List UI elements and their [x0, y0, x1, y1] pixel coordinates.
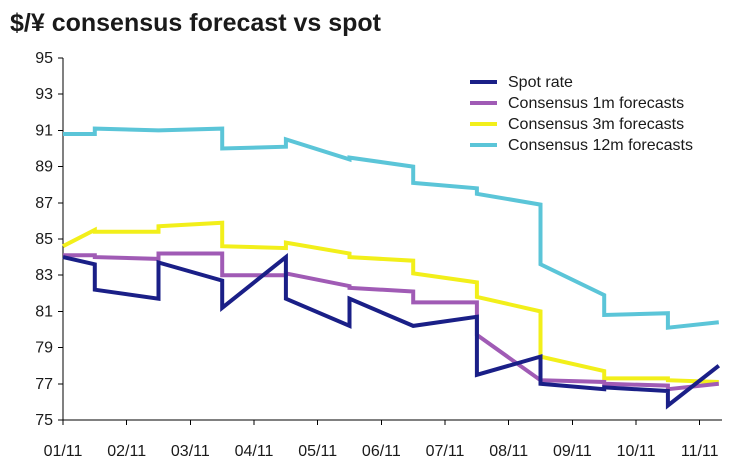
x-tick-label: 02/11 [107, 443, 146, 460]
series-line-consensus-12m-forecasts [63, 126, 720, 330]
series-line-consensus-3m-forecasts [62, 220, 719, 384]
legend-label: Consensus 12m forecasts [508, 137, 693, 154]
y-tick-label: 75 [35, 412, 53, 429]
x-tick-label: 09/11 [553, 443, 592, 460]
x-tick-label: 07/11 [426, 443, 465, 460]
series-line-spot-rate [62, 252, 721, 410]
y-tick-label: 87 [35, 195, 53, 212]
x-tick-label: 01/11 [44, 443, 83, 460]
x-tick-label: 06/11 [362, 443, 401, 460]
legend: Spot rate Consensus 1m forecasts Consensus… [470, 74, 693, 154]
x-tick-label: 03/11 [171, 443, 210, 460]
x-tick-label: 04/11 [235, 443, 274, 460]
y-tick-label: 91 [35, 122, 53, 139]
y-tick-label: 79 [35, 340, 53, 357]
series-layer [62, 126, 721, 410]
axes-layer: 95 93 91 89 87 85 83 81 79 77 75 01/11 02/11 03/11 04/… [35, 50, 722, 460]
x-tick-label: 10/11 [617, 443, 656, 460]
y-tick-label: 85 [35, 231, 53, 248]
legend-label: Spot rate [508, 74, 573, 91]
y-tick-label: 95 [35, 50, 53, 67]
y-tick-label: 81 [35, 303, 53, 320]
y-tick-label: 93 [35, 86, 53, 103]
x-tick-label: 05/11 [298, 443, 337, 460]
chart-title: $/¥ consensus forecast vs spot [10, 9, 382, 37]
series-line-consensus-1m-forecasts [63, 251, 720, 392]
y-tick-label: 77 [35, 376, 53, 393]
x-tick-label: 11/11 [681, 443, 719, 460]
y-tick-label: 83 [35, 267, 53, 284]
x-tick-label: 08/11 [489, 443, 528, 460]
legend-label: Consensus 1m forecasts [508, 95, 684, 112]
legend-label: Consensus 3m forecasts [508, 116, 684, 133]
y-tick-label: 89 [35, 159, 53, 176]
